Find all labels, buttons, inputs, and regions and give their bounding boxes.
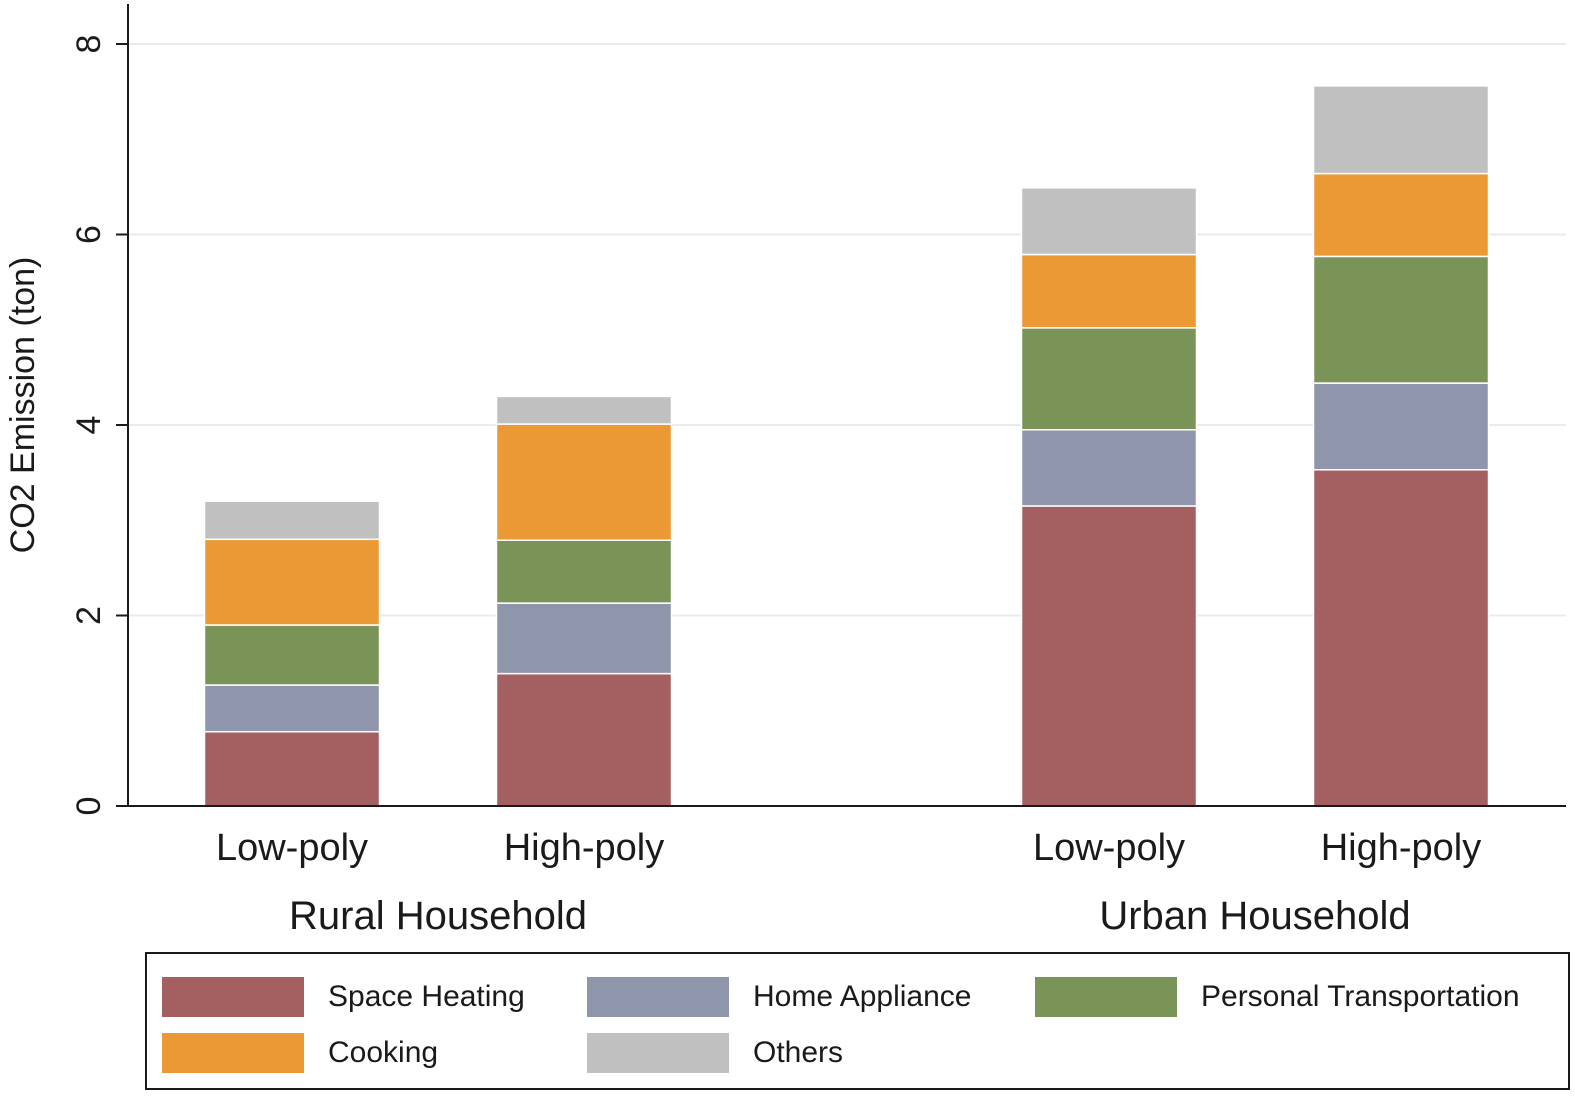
bar-segment (1020, 429, 1198, 507)
x-tick-label: High-poly (1321, 827, 1482, 869)
legend-swatch (1035, 977, 1177, 1017)
bar-segment (203, 538, 381, 626)
x-tick-label: Low-poly (216, 827, 368, 869)
bar-segment (1312, 172, 1490, 258)
bar-segment (495, 539, 673, 604)
bar-segment (495, 672, 673, 807)
bar-segment (495, 423, 673, 542)
legend-item: Space Heating (162, 976, 525, 1018)
group-label: Urban Household (1099, 894, 1410, 938)
legend-swatch (162, 1033, 304, 1073)
y-tick-label: 0 (70, 797, 108, 816)
bar-segment (1020, 505, 1198, 807)
bar-segment (203, 684, 381, 733)
bar-segment (495, 395, 673, 425)
legend-label: Space Heating (328, 980, 525, 1013)
bar-segment (1312, 255, 1490, 384)
legend-item: Others (587, 1032, 843, 1074)
bar-segment (495, 602, 673, 675)
bar-segment (203, 624, 381, 686)
group-label: Rural Household (289, 894, 587, 938)
legend-label: Others (753, 1036, 844, 1069)
bars (203, 85, 1490, 807)
bar-segment (203, 500, 381, 541)
legend-item: Cooking (162, 1032, 438, 1074)
y-ticks: 0 2 4 6 8 (70, 35, 128, 816)
x-tick-label: Low-poly (1033, 827, 1185, 869)
axes (127, 4, 1566, 807)
bar-segment (1020, 327, 1198, 431)
bar-segment (1020, 187, 1198, 256)
x-tick-label: High-poly (504, 827, 665, 869)
y-tick-label: 6 (70, 225, 108, 244)
bar-segment (203, 730, 381, 807)
legend-label: Personal Transportation (1201, 980, 1520, 1013)
legend: Space Heating Home Appliance Personal Tran… (145, 952, 1570, 1090)
bar-segment (1312, 469, 1490, 807)
legend-item: Personal Transportation (1035, 976, 1520, 1018)
y-tick-label: 4 (70, 416, 108, 435)
legend-swatch (587, 977, 729, 1017)
y-tick-label: 2 (70, 606, 108, 625)
y-tick-label: 8 (70, 35, 108, 54)
y-axis-label: CO2 Emission (ton) (4, 257, 42, 554)
x-labels: Low-poly High-poly Low-poly High-poly Rural … (216, 827, 1481, 938)
bar-segment (1312, 382, 1490, 471)
legend-label: Home Appliance (753, 980, 972, 1013)
legend-label: Cooking (328, 1036, 439, 1069)
legend-swatch (162, 977, 304, 1017)
legend-item: Home Appliance (587, 976, 971, 1018)
bar-segment (1020, 253, 1198, 329)
bar-segment (1312, 85, 1490, 175)
legend-swatch (587, 1033, 729, 1073)
